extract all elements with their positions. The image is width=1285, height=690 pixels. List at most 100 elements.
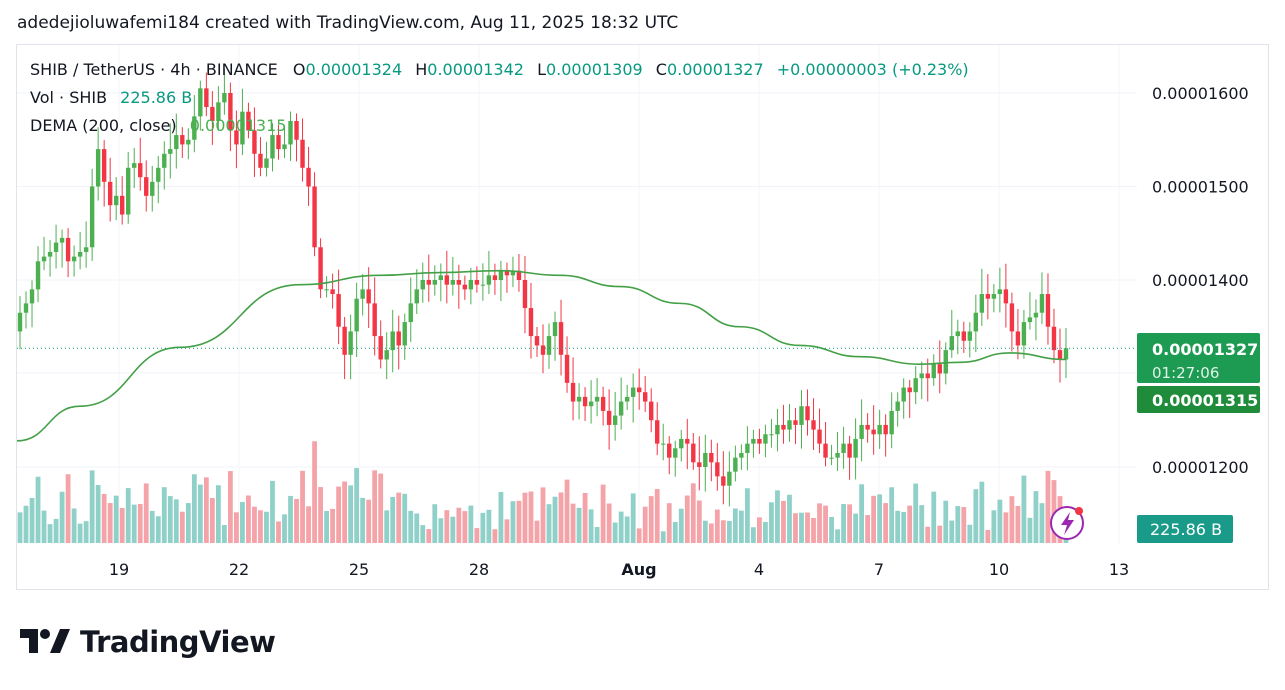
volume-bar xyxy=(143,483,149,543)
low-value: 0.00001309 xyxy=(545,60,643,79)
candle-body xyxy=(23,303,29,313)
volume-bar xyxy=(1003,512,1009,543)
volume-bar xyxy=(853,513,858,543)
volume-bar xyxy=(306,506,311,543)
tradingview-logo-icon xyxy=(20,629,70,653)
candle-body xyxy=(697,462,702,467)
candle-body xyxy=(276,135,281,150)
volume-bar xyxy=(185,503,191,543)
candle-body xyxy=(306,167,311,187)
lightning-icon[interactable] xyxy=(1050,506,1084,540)
volume-bar xyxy=(438,518,444,543)
dema-value: 0.00001315 xyxy=(189,116,287,135)
volume-bar xyxy=(167,496,173,543)
volume-bar xyxy=(660,531,666,543)
volume-bar xyxy=(354,468,360,543)
tradingview-logo[interactable]: TradingView xyxy=(20,624,276,660)
candle-body xyxy=(210,107,215,122)
volume-bar xyxy=(775,490,780,543)
candle-body xyxy=(492,275,498,280)
volume-bar xyxy=(312,441,317,543)
candle-body xyxy=(655,420,660,444)
volume-bar xyxy=(492,529,498,543)
price-chart[interactable]: 0.00001600 0.00001500 0.00001400 0.00001200… xyxy=(0,0,1285,600)
volume-bar xyxy=(1039,503,1045,543)
candle-body xyxy=(618,401,624,416)
dema-label[interactable]: DEMA (200, close) xyxy=(30,116,177,135)
candle-body xyxy=(113,195,119,206)
candle-body xyxy=(787,420,792,430)
candle-body xyxy=(805,406,810,421)
candle-body xyxy=(474,280,480,285)
candle-body xyxy=(396,331,401,346)
candle-body xyxy=(384,350,389,360)
candle-body xyxy=(985,294,991,299)
candle-body xyxy=(636,387,642,393)
candle-body xyxy=(192,116,197,140)
candle-body xyxy=(408,303,413,323)
candle-body xyxy=(931,364,936,379)
volume-bar xyxy=(877,494,883,543)
volume-bar xyxy=(847,504,852,543)
candle-body xyxy=(829,457,834,459)
volume-bar xyxy=(336,486,342,543)
grid xyxy=(17,45,1137,545)
time-axis-label: 7 xyxy=(874,560,884,579)
volume-bar xyxy=(919,505,925,543)
candle-body xyxy=(588,401,594,407)
volume-tag xyxy=(1137,515,1233,543)
volume-bar xyxy=(540,487,546,543)
volume-bar xyxy=(582,492,588,543)
volume-label[interactable]: Vol · SHIB xyxy=(30,88,108,107)
candle-body xyxy=(59,237,65,243)
volume-bar xyxy=(624,516,630,543)
volume-bar xyxy=(763,521,768,543)
candle-body xyxy=(991,294,997,299)
volume-bar xyxy=(702,520,708,543)
volume-bar xyxy=(390,496,396,543)
volume-bar xyxy=(420,525,426,543)
candle-body xyxy=(246,111,251,131)
candle-body xyxy=(709,452,714,463)
candle-body xyxy=(1003,289,1009,304)
countdown-text: 01:27:06 xyxy=(1152,364,1219,382)
volume-bar xyxy=(865,515,871,543)
change-value: +0.00000003 (+0.23%) xyxy=(776,60,969,79)
candle-body xyxy=(823,443,828,458)
candle-body xyxy=(919,373,924,379)
candle-body xyxy=(438,275,444,280)
volume-bar xyxy=(1027,517,1033,543)
volume-bar xyxy=(534,520,540,543)
candle-body xyxy=(270,135,275,159)
candle-body xyxy=(703,452,708,467)
candle-body xyxy=(961,331,967,341)
volume-bar xyxy=(1021,475,1027,543)
candle-body xyxy=(781,424,786,430)
symbol-label[interactable]: SHIB / TetherUS · 4h · BINANCE xyxy=(30,60,278,79)
candle-body xyxy=(144,177,149,196)
volume-bar xyxy=(1009,496,1015,543)
volume-bar xyxy=(907,505,913,543)
candle-body xyxy=(360,289,365,299)
volume-bar xyxy=(726,520,732,543)
candle-body xyxy=(883,424,888,435)
candle-body xyxy=(198,88,203,117)
volume-bar xyxy=(173,499,179,543)
candle-body xyxy=(336,294,341,327)
candle-body xyxy=(119,195,125,215)
volume-bar xyxy=(77,523,83,543)
candle-body xyxy=(775,424,780,435)
volume-bar xyxy=(131,504,137,543)
candle-body xyxy=(739,452,744,458)
candle-body xyxy=(1027,317,1033,323)
candle-body xyxy=(757,438,762,444)
volume-bar xyxy=(444,510,450,543)
dema-price-tag xyxy=(1137,386,1260,413)
volume-bar xyxy=(576,507,582,543)
volume-bar xyxy=(901,511,907,543)
volume-bar xyxy=(179,511,185,543)
volume-bar xyxy=(137,503,143,543)
volume-bar xyxy=(793,513,798,543)
close-price-tag xyxy=(1137,333,1260,383)
volume-bar xyxy=(270,480,275,543)
